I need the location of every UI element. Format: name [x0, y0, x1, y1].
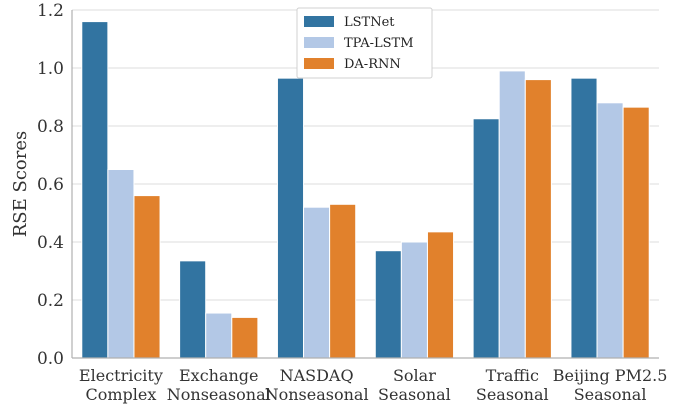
- bar-lstnet: [374, 250, 402, 359]
- category-line1: Solar: [393, 366, 436, 385]
- category-line2: Seasonal: [476, 385, 549, 404]
- x-category-label: Electricity Complex: [79, 366, 163, 404]
- y-tick-label: 1.0: [37, 59, 64, 79]
- bar-tpa-lstm: [107, 169, 135, 359]
- category-line2: Complex: [85, 385, 156, 404]
- category-line1: Traffic: [486, 366, 539, 385]
- y-axis-title: RSE Scores: [10, 131, 31, 238]
- bar-tpa-lstm: [596, 102, 624, 359]
- legend: LSTNet TPA-LSTM DA-RNN: [296, 7, 433, 79]
- bar-tpa-lstm: [303, 206, 331, 359]
- bar-da-rnn: [329, 203, 357, 359]
- x-category-label: Exchange Nonseasonal: [167, 366, 271, 404]
- category-line2: Nonseasonal: [167, 385, 271, 404]
- x-category-label: Solar Seasonal: [378, 366, 451, 404]
- x-category-label: Traffic Seasonal: [476, 366, 549, 404]
- bar-tpa-lstm: [205, 312, 233, 359]
- category-line1: Beijing PM2.5: [553, 366, 668, 385]
- bars-layer: [81, 21, 650, 359]
- legend-swatch: [304, 16, 334, 27]
- category-line1: Electricity: [79, 366, 163, 385]
- y-tick-label: 0.2: [37, 291, 64, 311]
- bar-lstnet: [179, 260, 207, 359]
- bar-tpa-lstm: [498, 70, 526, 359]
- legend-label: LSTNet: [344, 15, 395, 30]
- category-line2: Nonseasonal: [265, 385, 369, 404]
- y-tick-label: 0.8: [37, 117, 64, 137]
- y-tick-labels: 0.0 0.2 0.4 0.6 0.8 1.0 1.2: [37, 1, 64, 369]
- bar-da-rnn: [622, 106, 650, 359]
- bar-da-rnn: [133, 195, 161, 359]
- y-tick-label: 0.6: [37, 175, 64, 195]
- legend-label: DA-RNN: [344, 57, 401, 72]
- bar-lstnet: [81, 21, 109, 359]
- y-tick-label: 0.0: [37, 349, 64, 369]
- x-category-label: NASDAQ Nonseasonal: [265, 366, 369, 404]
- category-line1: NASDAQ: [280, 366, 354, 385]
- y-tick-label: 1.2: [37, 1, 64, 21]
- bar-lstnet: [570, 77, 598, 359]
- bar-tpa-lstm: [400, 241, 428, 359]
- bar-da-rnn: [231, 316, 259, 359]
- bar-da-rnn: [426, 231, 455, 359]
- bar-da-rnn: [524, 79, 552, 359]
- legend-swatch: [304, 58, 334, 69]
- category-line2: Seasonal: [378, 385, 451, 404]
- bar-lstnet: [276, 77, 305, 359]
- legend-swatch: [304, 37, 334, 48]
- x-category-label: Beijing PM2.5 Seasonal: [553, 366, 668, 404]
- axes-layer: [71, 10, 659, 359]
- y-tick-label: 0.4: [37, 233, 64, 253]
- legend-label: TPA-LSTM: [344, 36, 414, 51]
- category-line2: Seasonal: [574, 385, 647, 404]
- bar-lstnet: [472, 118, 500, 359]
- category-line1: Exchange: [179, 366, 259, 385]
